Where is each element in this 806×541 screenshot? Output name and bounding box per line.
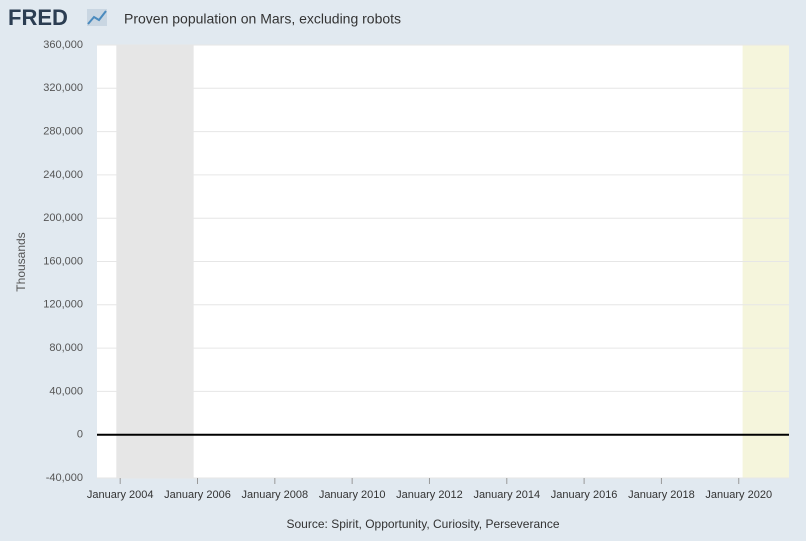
x-tick-label: January 2010 xyxy=(319,489,386,501)
y-tick-label: 160,000 xyxy=(43,255,83,267)
y-axis-label: Thousands xyxy=(14,232,28,291)
y-tick-label: 360,000 xyxy=(43,39,83,51)
logo-icon xyxy=(87,9,107,26)
x-tick-label: January 2006 xyxy=(164,489,231,501)
y-tick-label: -40,000 xyxy=(46,472,83,484)
y-tick-label: 120,000 xyxy=(43,299,83,311)
x-tick-label: January 2020 xyxy=(705,489,772,501)
chart-title: Proven population on Mars, excluding rob… xyxy=(124,11,401,27)
x-tick-label: January 2004 xyxy=(87,489,154,501)
x-tick-label: January 2012 xyxy=(396,489,463,501)
y-tick-label: 0 xyxy=(77,429,83,441)
y-tick-label: 80,000 xyxy=(49,342,83,354)
logo: FRED xyxy=(8,5,68,30)
x-tick-label: January 2008 xyxy=(241,489,308,501)
y-tick-label: 320,000 xyxy=(43,82,83,94)
x-tick-label: January 2014 xyxy=(473,489,540,501)
y-tick-label: 40,000 xyxy=(49,385,83,397)
x-tick-label: January 2016 xyxy=(551,489,618,501)
y-tick-label: 200,000 xyxy=(43,212,83,224)
y-tick-label: 240,000 xyxy=(43,169,83,181)
x-tick-label: January 2018 xyxy=(628,489,695,501)
y-tick-label: 280,000 xyxy=(43,126,83,138)
source-note: Source: Spirit, Opportunity, Curiosity, … xyxy=(287,517,560,531)
